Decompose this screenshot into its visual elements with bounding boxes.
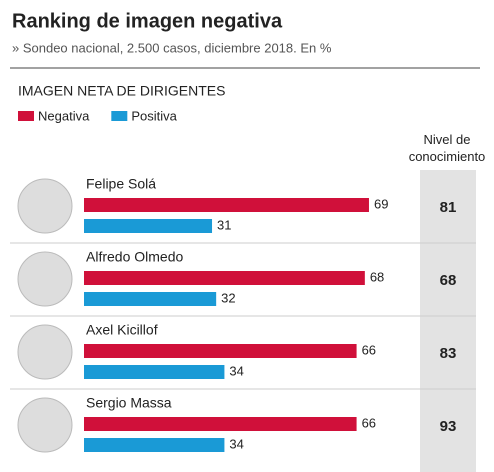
legend-swatch	[111, 111, 128, 121]
bar	[84, 438, 225, 452]
bar	[84, 292, 217, 306]
legend-swatch	[18, 111, 34, 121]
bar	[84, 344, 357, 358]
avatar	[17, 324, 73, 380]
value-label: 66	[362, 415, 376, 430]
avatar	[17, 178, 73, 234]
knowledge-column	[420, 170, 476, 472]
value-label: 69	[374, 196, 388, 211]
knowledge-value: 81	[440, 199, 457, 216]
category-label: Axel Kicillof	[86, 322, 158, 338]
category-label: Felipe Solá	[86, 176, 156, 192]
knowledge-header: Nivel de conocimiento	[408, 132, 486, 164]
bar	[84, 219, 213, 233]
value-label: 32	[221, 290, 235, 305]
chart-subtitle: » Sondeo nacional, 2.500 casos, diciembr…	[12, 40, 332, 55]
value-label: 66	[362, 342, 376, 357]
knowledge-value: 83	[440, 345, 457, 362]
knowledge-value: 68	[440, 272, 457, 289]
legend-label: Negativa	[38, 108, 90, 123]
category-label: Sergio Massa	[86, 395, 172, 411]
avatar	[17, 251, 73, 307]
value-label: 34	[229, 436, 243, 451]
bar	[84, 198, 369, 212]
avatar	[17, 397, 73, 453]
bar	[84, 271, 365, 285]
value-label: 34	[229, 363, 243, 378]
legend-label: Positiva	[131, 108, 177, 123]
value-label: 31	[217, 217, 231, 232]
bar	[84, 417, 357, 431]
section-title: IMAGEN NETA DE DIRIGENTES	[18, 83, 225, 99]
chart-title: Ranking de imagen negativa	[12, 10, 283, 32]
bar	[84, 365, 225, 379]
category-label: Alfredo Olmedo	[86, 249, 183, 265]
knowledge-value: 93	[440, 418, 457, 435]
value-label: 68	[370, 269, 384, 284]
